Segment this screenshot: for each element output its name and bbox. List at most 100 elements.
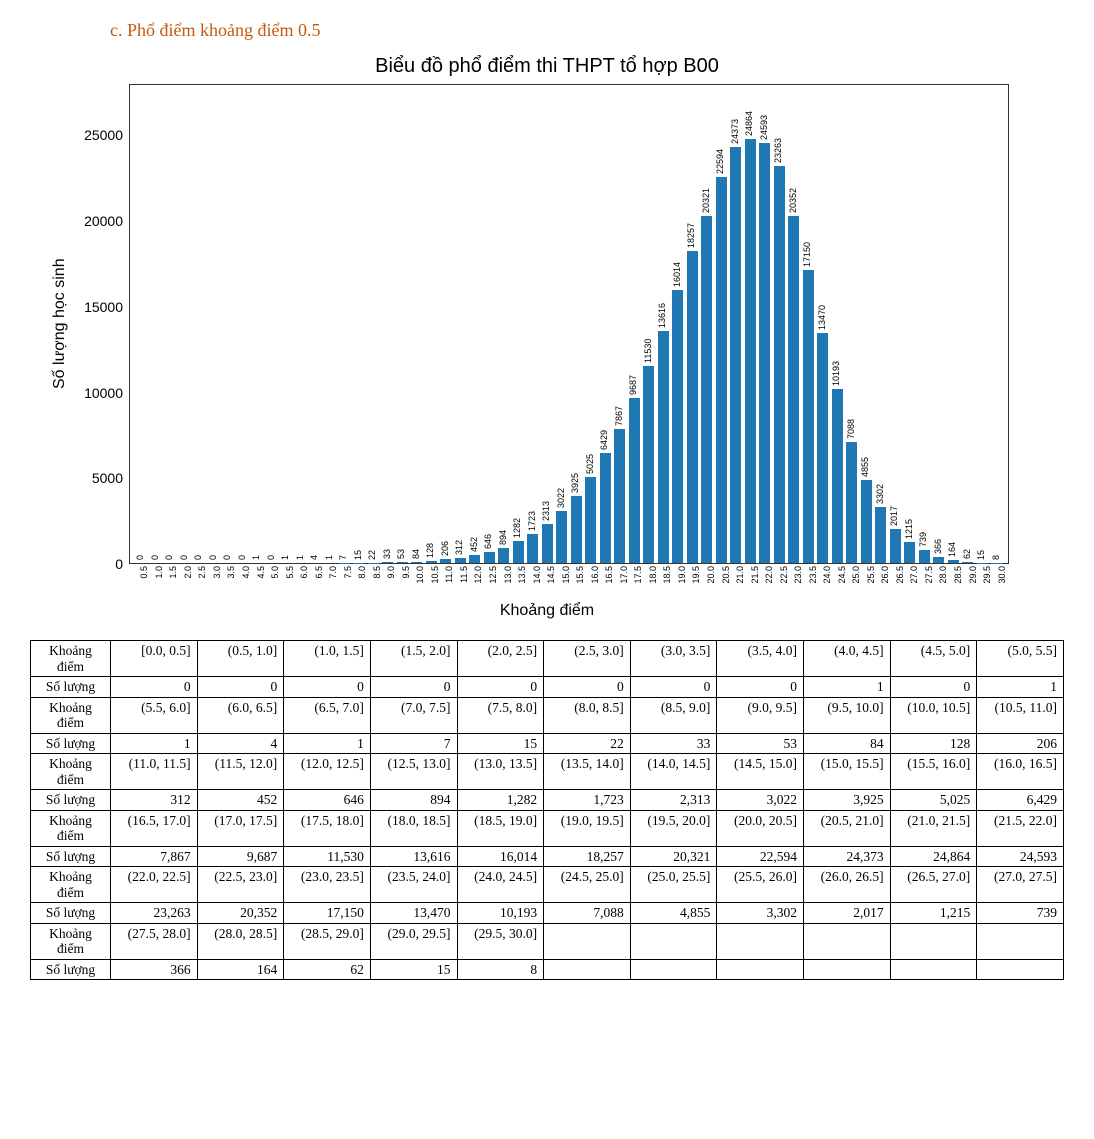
table-cell-count: 646 — [284, 790, 371, 811]
bar-value-label: 18257 — [686, 223, 696, 248]
bar-value-label: 62 — [962, 549, 972, 559]
bar — [382, 562, 393, 563]
bar-value-label: 3925 — [570, 473, 580, 493]
bar-slot: 18257 — [685, 85, 700, 563]
table-cell-count: 20,321 — [630, 846, 717, 867]
bar-slot: 0 — [149, 85, 164, 563]
table-row-header: Khoảng điểm — [31, 810, 111, 846]
table-cell-count: 13,470 — [370, 903, 457, 924]
table-cell-range: (9.5, 10.0] — [804, 697, 891, 733]
plot-area: 0000000010114171522335384128206312452646… — [129, 84, 1009, 564]
table-cell-range: (26.5, 27.0] — [890, 867, 977, 903]
bar-slot: 3022 — [555, 85, 570, 563]
bar-value-label: 1 — [295, 555, 305, 560]
bar-value-label: 4855 — [860, 457, 870, 477]
table-cell-count: 0 — [717, 677, 804, 698]
table-cell-count — [717, 959, 804, 980]
bar — [890, 529, 901, 563]
x-tick: 23.0 — [789, 564, 804, 598]
chart-title: Biểu đồ phổ điểm thi THPT tổ hợp B00 — [47, 55, 1047, 78]
table-cell-range: (16.0, 16.5] — [977, 754, 1064, 790]
bar-value-label: 20352 — [788, 188, 798, 213]
bar-value-label: 0 — [222, 555, 232, 560]
table-cell-count: 53 — [717, 733, 804, 754]
table-row-header: Số lượng — [31, 846, 111, 867]
x-tick: 18.5 — [658, 564, 673, 598]
x-tick: 8.5 — [368, 564, 383, 598]
bar-value-label: 53 — [396, 549, 406, 559]
bar-slot: 22594 — [714, 85, 729, 563]
table-cell-range: (21.0, 21.5] — [890, 810, 977, 846]
bar — [803, 270, 814, 563]
bar — [614, 429, 625, 563]
x-tick: 15.0 — [556, 564, 571, 598]
bar-value-label: 1 — [280, 555, 290, 560]
table-cell-count: 11,530 — [284, 846, 371, 867]
bar — [687, 251, 698, 563]
table-cell-count: 7,088 — [544, 903, 631, 924]
table-cell-count: 0 — [197, 677, 284, 698]
table-cell-range: (1.5, 2.0] — [370, 641, 457, 677]
table-cell-count: 3,302 — [717, 903, 804, 924]
bar-value-label: 13616 — [657, 303, 667, 328]
bar-slot: 0 — [163, 85, 178, 563]
bar-slot: 4855 — [859, 85, 874, 563]
table-cell-range: (29.0, 29.5] — [370, 923, 457, 959]
table-cell-count: 16,014 — [457, 846, 544, 867]
table-cell-count: 1 — [804, 677, 891, 698]
x-tick: 16.5 — [600, 564, 615, 598]
table-cell-range: (24.0, 24.5] — [457, 867, 544, 903]
bar-slot: 1723 — [526, 85, 541, 563]
x-tick: 13.5 — [513, 564, 528, 598]
bar — [629, 398, 640, 563]
table-cell-range: (3.5, 4.0] — [717, 641, 804, 677]
x-tick: 5.0 — [266, 564, 281, 598]
x-tick: 11.0 — [440, 564, 455, 598]
x-tick: 14.0 — [527, 564, 542, 598]
bar-slot: 739 — [917, 85, 932, 563]
bar — [832, 389, 843, 563]
x-tick: 9.5 — [397, 564, 412, 598]
x-tick: 24.0 — [818, 564, 833, 598]
bar — [919, 550, 930, 563]
x-tick: 3.5 — [222, 564, 237, 598]
table-cell-count: 0 — [284, 677, 371, 698]
table-cell-range: (28.0, 28.5] — [197, 923, 284, 959]
bar-value-label: 206 — [440, 541, 450, 556]
bar-slot: 2017 — [888, 85, 903, 563]
table-cell-range: (12.5, 13.0] — [370, 754, 457, 790]
bar-value-label: 0 — [237, 555, 247, 560]
table-cell-range: (20.0, 20.5] — [717, 810, 804, 846]
bar-slot: 1 — [323, 85, 338, 563]
table-cell-count: 1 — [284, 733, 371, 754]
bar-slot: 128 — [424, 85, 439, 563]
bar-slot: 53 — [395, 85, 410, 563]
table-cell-range — [977, 923, 1064, 959]
table-row-header: Khoảng điểm — [31, 641, 111, 677]
table-cell-count: 1 — [977, 677, 1064, 698]
table-cell-count: 894 — [370, 790, 457, 811]
table-row-header: Số lượng — [31, 903, 111, 924]
table-cell-count: 6,429 — [977, 790, 1064, 811]
bar-slot: 206 — [439, 85, 454, 563]
bar-slot: 1 — [294, 85, 309, 563]
table-cell-range: (21.5, 22.0] — [977, 810, 1064, 846]
x-tick: 23.5 — [803, 564, 818, 598]
bar-slot: 0 — [221, 85, 236, 563]
bar-slot: 11530 — [642, 85, 657, 563]
bar — [600, 453, 611, 563]
bar-slot: 2313 — [540, 85, 555, 563]
table-cell-range: (5.5, 6.0] — [111, 697, 198, 733]
bar-slot: 0 — [236, 85, 251, 563]
y-tick: 15000 — [84, 299, 123, 315]
table-row-header: Số lượng — [31, 733, 111, 754]
table-cell-count: 739 — [977, 903, 1064, 924]
bar-slot: 62 — [961, 85, 976, 563]
table-cell-range: (11.0, 11.5] — [111, 754, 198, 790]
bar-value-label: 13470 — [817, 305, 827, 330]
bar-slot: 5025 — [584, 85, 599, 563]
x-tick: 22.5 — [774, 564, 789, 598]
section-heading: c. Phổ điểm khoảng điểm 0.5 — [110, 20, 1064, 41]
table-cell-count: 15 — [457, 733, 544, 754]
table-cell-range: (1.0, 1.5] — [284, 641, 371, 677]
